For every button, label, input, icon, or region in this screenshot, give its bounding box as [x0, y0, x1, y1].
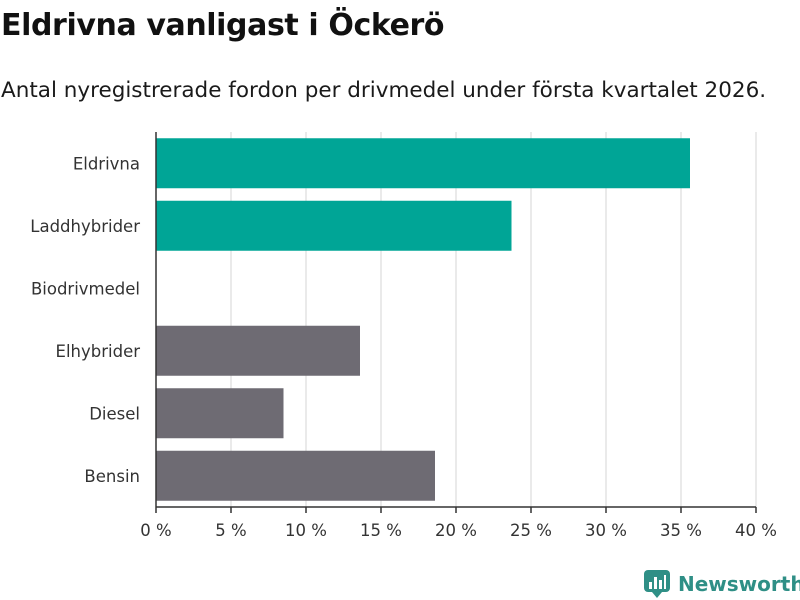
bar-bensin — [156, 450, 435, 501]
chart-subtitle: Antal nyregistrerade fordon per drivmede… — [1, 78, 767, 103]
x-tick-label: 20 % — [435, 521, 477, 540]
chart-title: Eldrivna vanligast i Öckerö — [1, 8, 445, 43]
category-label: Diesel — [89, 404, 140, 423]
category-label: Elhybrider — [56, 342, 141, 361]
category-label: Bensin — [84, 467, 140, 486]
category-label: Laddhybrider — [30, 217, 140, 236]
x-tick-label: 35 % — [660, 521, 702, 540]
x-tick-label: 25 % — [510, 521, 552, 540]
x-tick-label: 30 % — [585, 521, 627, 540]
category-label: Biodrivmedel — [31, 279, 140, 298]
bar-chart-logo-icon — [644, 570, 670, 598]
bar-diesel — [156, 388, 284, 439]
x-tick-label: 40 % — [735, 521, 777, 540]
bar-laddhybrider — [156, 200, 512, 251]
x-tick-label: 15 % — [360, 521, 402, 540]
x-tick-label: 10 % — [285, 521, 327, 540]
x-tick-label: 5 % — [215, 521, 246, 540]
bar-eldrivna — [156, 138, 690, 189]
newsworthy-logo[interactable]: Newsworthy — [644, 570, 800, 598]
bar-elhybrider — [156, 325, 360, 376]
x-tick-label: 0 % — [140, 521, 171, 540]
category-label: Eldrivna — [73, 154, 140, 173]
brand-name: Newsworthy — [678, 572, 800, 596]
